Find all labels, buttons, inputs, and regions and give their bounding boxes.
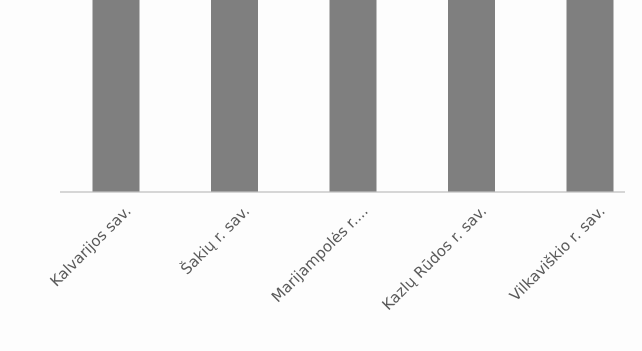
bar	[448, 0, 495, 192]
category-tick-label: Kazlų Rūdos r. sav.	[378, 202, 490, 314]
bar	[92, 0, 140, 192]
bar	[211, 0, 258, 193]
category-tick-label: Marijampolės r....	[268, 202, 372, 306]
category-tick-label: Šakių r. sav.	[176, 201, 253, 278]
category-tick-label: Vilkaviškio r. sav.	[506, 202, 609, 305]
bar	[566, 0, 614, 193]
bar	[329, 0, 377, 192]
category-tick-label: Kalvarijos sav.	[47, 202, 135, 290]
category-labels-group: Kalvarijos sav. Šakių r. sav. Marijampolės…	[47, 201, 609, 314]
bars-group	[92, 0, 614, 193]
